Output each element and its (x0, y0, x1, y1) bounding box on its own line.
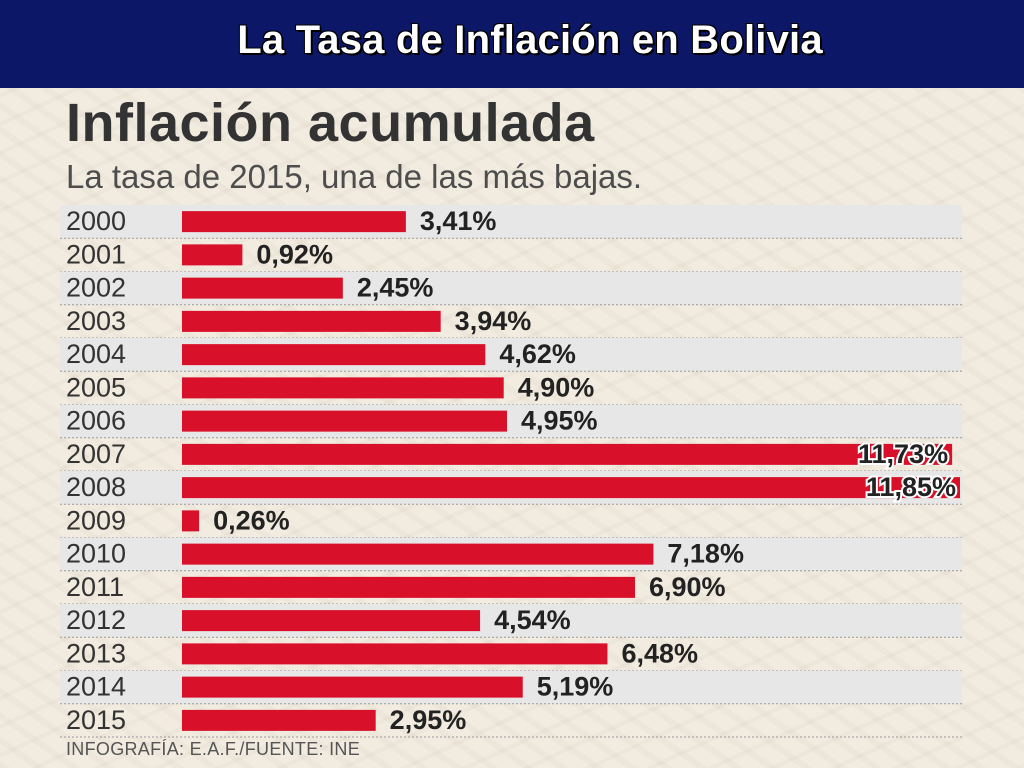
slide-header: La Tasa de Inflación en Bolivia (0, 0, 1024, 88)
bar-2004 (182, 344, 486, 366)
value-label: 0,92% (256, 239, 333, 269)
bar-chart: 2000 3,41% 2001 0,92% 2002 2,45% 2003 3,94% 2004… (60, 205, 962, 738)
year-label: 2010 (66, 539, 126, 569)
value-label: 2,45% (357, 273, 434, 303)
value-label: 11,85% (866, 472, 956, 502)
value-label: 4,95% (521, 406, 598, 436)
value-label: 11,73% (858, 439, 948, 469)
infographic-subtitle: La tasa de 2015, una de las más bajas. (66, 158, 643, 195)
year-label: 2003 (66, 306, 126, 336)
year-label: 2014 (66, 672, 126, 702)
year-label: 2002 (66, 273, 126, 303)
year-label: 2012 (66, 605, 126, 635)
bar-2002 (182, 277, 343, 299)
value-label: 5,19% (537, 672, 614, 702)
value-label: 3,41% (420, 206, 497, 236)
year-label: 2006 (66, 406, 126, 436)
value-label: 6,48% (621, 638, 698, 668)
year-label: 2011 (66, 572, 124, 602)
bar-2007 (182, 443, 953, 465)
bar-2014 (182, 676, 523, 698)
year-label: 2009 (66, 505, 126, 535)
bar-2015 (182, 709, 376, 731)
infographic: Inflación acumulada La tasa de 2015, una… (0, 88, 1024, 768)
infographic-source: INFOGRAFÍA: E.A.F./FUENTE: INE (66, 739, 361, 759)
year-label: 2000 (66, 206, 126, 236)
year-label: 2013 (66, 638, 126, 668)
value-label: 7,18% (667, 539, 744, 569)
value-label: 4,54% (494, 605, 571, 635)
bar-2009 (182, 510, 200, 532)
bar-2001 (182, 244, 243, 266)
year-label: 2001 (66, 239, 126, 269)
value-label: 0,26% (213, 505, 290, 535)
value-label: 3,94% (455, 306, 532, 336)
bar-2012 (182, 610, 481, 632)
bar-2011 (182, 576, 636, 598)
year-label: 2004 (66, 339, 126, 369)
bar-2010 (182, 543, 654, 565)
slide-title: La Tasa de Inflación en Bolivia (237, 18, 823, 62)
bar-2000 (182, 211, 406, 233)
value-label: 6,90% (649, 572, 726, 602)
bar-2008 (182, 477, 960, 499)
infographic-title: Inflación acumulada (66, 93, 595, 153)
year-label: 2015 (66, 705, 126, 735)
bar-2006 (182, 410, 507, 432)
value-label: 4,62% (499, 339, 576, 369)
bar-2003 (182, 310, 441, 332)
bar-2013 (182, 643, 608, 665)
value-label: 4,90% (518, 372, 595, 402)
bar-2005 (182, 377, 504, 399)
value-label: 2,95% (390, 705, 467, 735)
year-label: 2008 (66, 472, 126, 502)
year-label: 2007 (66, 439, 126, 469)
year-label: 2005 (66, 372, 126, 402)
